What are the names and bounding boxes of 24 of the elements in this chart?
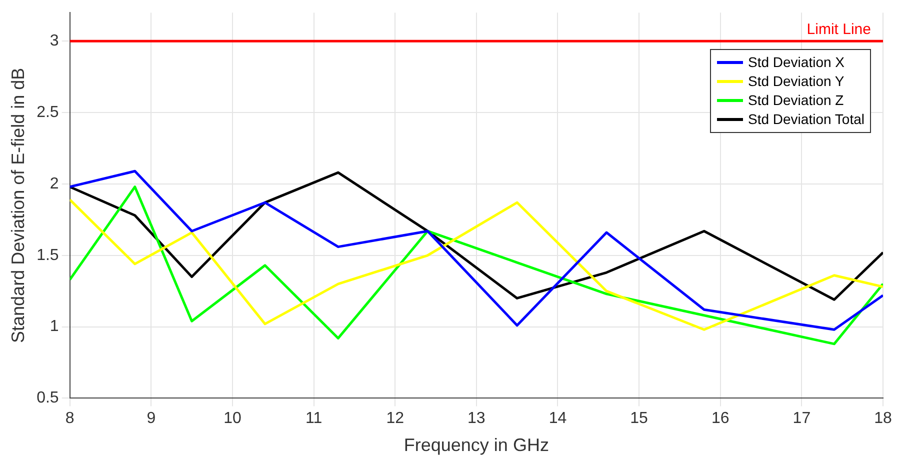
y-tick-label: 1.5 [36,246,59,264]
ref-line-label: Limit Line [806,20,871,38]
x-tick-label: 16 [711,410,730,428]
x-tick-label: 8 [65,410,74,428]
x-tick-label: 12 [386,410,404,428]
y-tick-label: 2.5 [36,104,59,121]
x-tick-label: 11 [305,410,322,428]
legend-label: Std Deviation X [748,54,844,70]
x-tick-label: 13 [468,410,486,428]
x-tick-label: 9 [146,410,156,428]
x-tick-label: 15 [630,410,648,428]
x-tick-label: 17 [792,410,811,428]
legend-label: Std Deviation Y [748,72,844,89]
y-tick-label: 3 [50,32,59,50]
x-axis-title: Frequency in GHz [404,435,549,456]
y-tick-label: 2 [50,175,59,192]
x-tick-label: 14 [548,410,567,428]
legend-label: Std Deviation Z [748,92,844,108]
x-tick-label: 18 [874,410,892,428]
legend-label: Std Deviation Total [748,110,864,127]
y-tick-label: 0.5 [36,390,59,407]
y-tick-label: 1 [50,318,59,336]
x-tick-label: 10 [224,410,242,428]
y-axis-title: Standard Deviation of E-field in dB [8,68,28,343]
